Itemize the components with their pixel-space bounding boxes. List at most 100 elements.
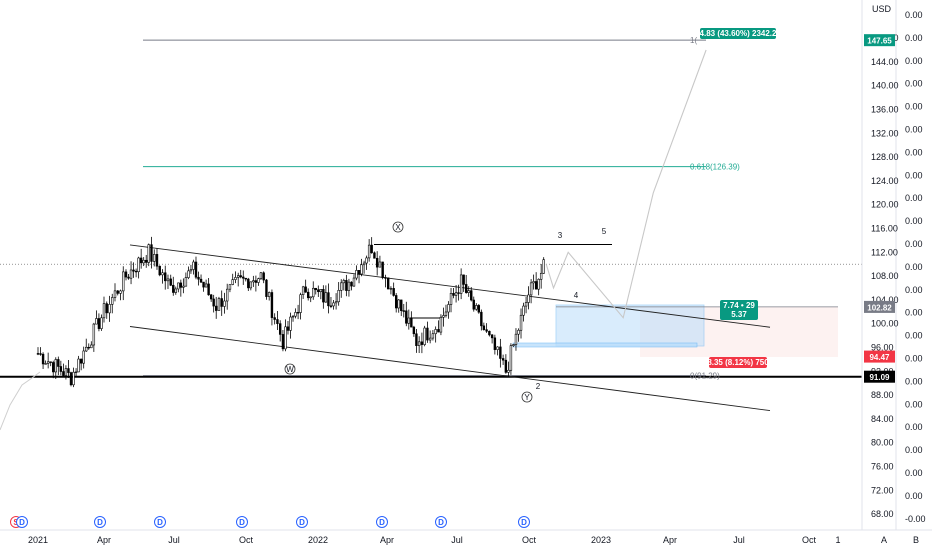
candle [485,323,488,333]
candle [312,281,315,300]
candle [161,269,164,284]
candle-body-up [237,275,240,278]
dividend-event-marker[interactable]: D [376,516,388,528]
candle [340,279,343,298]
candle-body-up [64,368,68,376]
candle-body-up [249,281,253,289]
candle [209,293,213,302]
dividend-event-marker[interactable]: D [154,516,166,528]
candle-body-up [459,274,463,294]
candle-body-up [137,257,140,272]
price-tick-label: 68.00 [871,509,894,519]
candle-body-up [439,316,443,333]
dividend-event-marker[interactable]: D [16,516,28,528]
auto-scale-button[interactable]: A [881,535,887,545]
candle [537,278,540,296]
candle-body-up [85,346,88,352]
candle-body-down [410,317,413,328]
price-tick-label: 120.00 [871,200,899,210]
candle [400,299,403,317]
candle [252,275,255,287]
event-marker-letter: D [299,518,305,527]
candle [270,289,274,326]
event-marker-letter: D [438,518,444,527]
log-scale-button[interactable]: B [913,535,919,545]
target-measure-tag[interactable]: 44.83 (43.60%) 2342.22 [695,28,781,39]
candle-body-up [537,278,540,290]
right-scale-tick-label: 0.00 [905,56,923,66]
right-scale-tick-label: 0.00 [905,491,923,501]
candle-body-down [327,292,330,307]
short-position-tag-bg [709,357,767,368]
candle [204,279,208,288]
candle-body-up [119,290,122,294]
candle [394,293,398,313]
candle-body-up [519,314,523,331]
candle [102,296,106,323]
candle-body-down [212,298,215,307]
candle-body-down [155,254,159,267]
candle-body-down [317,289,320,293]
candle-body-down [488,330,491,336]
candle-body-up [252,280,255,283]
candle [262,271,265,284]
candle [105,301,108,319]
candle-body-down [134,270,138,273]
right-scale-tick-label: 0.00 [905,445,923,455]
candle-body-up [192,261,195,270]
candle-body-up [294,312,297,317]
fib-level-label-1: 1( [690,36,697,45]
right-scale-tick-label: 0.00 [905,10,923,20]
candle-body-down [150,244,153,262]
channel-upper-line[interactable] [129,244,771,328]
candle-body-up [82,350,85,364]
candle-body-up [77,358,80,373]
candle-body-down [179,282,183,288]
right-scale-tick-label: 0.00 [905,170,923,180]
dividend-event-marker[interactable]: D [518,516,530,528]
candle [507,361,510,378]
short-position-tag[interactable]: 8.35 (8.12%) 750 [707,357,769,368]
candle-body-down [322,289,325,303]
candle [334,293,338,310]
candle-body-down [36,353,40,355]
candle [267,291,271,301]
short-position-tag-text-0: 8.35 (8.12%) 750 [707,358,769,367]
candle [464,274,468,294]
candle-body-down [499,346,502,359]
candle [49,361,52,367]
time-axis-label: Oct [239,535,254,545]
dividend-event-marker[interactable]: D [236,516,248,528]
event-marker-circle [94,516,106,528]
price-tick-label: 108.00 [871,271,899,281]
channel-lower-line[interactable] [129,326,771,412]
candle-body-up [299,294,302,313]
candle [426,321,429,343]
candle [301,285,305,299]
long-position-box[interactable] [555,304,705,347]
dividend-event-marker[interactable]: D [296,516,308,528]
candle-body-up [389,288,393,290]
candle [309,296,312,303]
time-axis-label: 2021 [28,535,48,545]
right-scale-tick-label: 0.00 [905,125,923,135]
candle-body-down [105,303,108,314]
long-position-tag[interactable]: 7.74 • 295.37 [720,300,758,320]
candle-body-down [477,305,481,313]
candle [259,271,263,281]
candle [207,278,210,296]
candle [342,278,345,291]
time-axis-label: Oct [802,535,817,545]
projection-path-line[interactable] [545,49,707,319]
price-tick-label: 112.00 [871,247,898,257]
candle-body-down [482,325,486,330]
candle-body-down [462,274,465,285]
candle [153,249,156,267]
dividend-event-marker[interactable]: D [435,516,447,528]
dividend-event-marker[interactable]: D [94,516,106,528]
candle-body-down [457,292,460,294]
candle [384,274,387,288]
candle [449,287,453,313]
